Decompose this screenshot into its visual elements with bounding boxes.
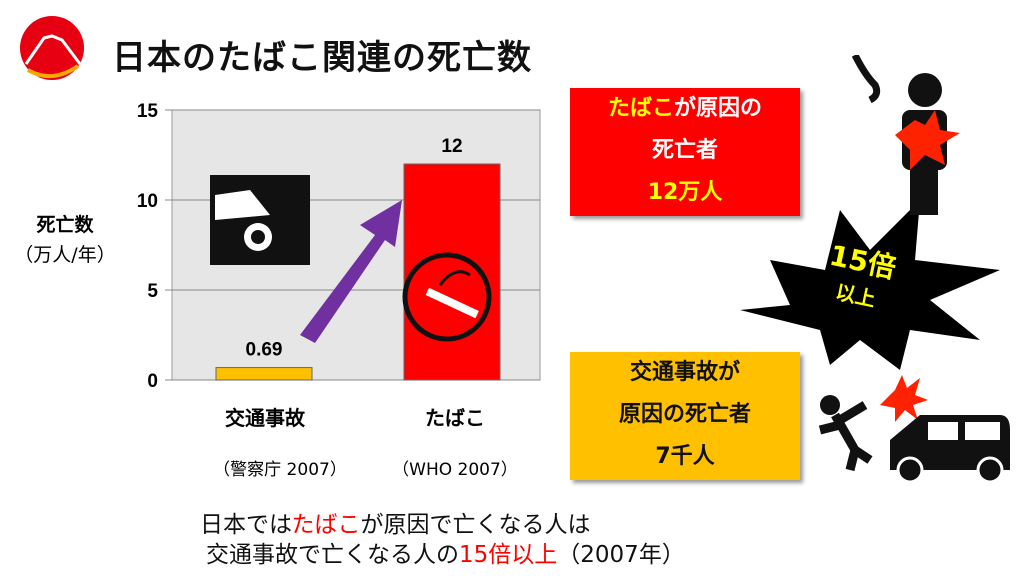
- bar-tobacco: [403, 163, 501, 381]
- red-box-count: 12万人: [647, 180, 723, 205]
- bar-chart: 0.69 12 0 5 10 15: [137, 101, 541, 392]
- car-crash-icon: [210, 175, 310, 265]
- summary-text: 日本ではたばこが原因で亡くなる人は 交通事故で亡くなる人の15倍以上（2007年…: [200, 510, 685, 570]
- y-tick-label: 15: [137, 101, 159, 122]
- y-axis-label: 死亡数: [36, 214, 94, 236]
- summary-l1a: 日本では: [200, 512, 292, 538]
- y-tick-label: 10: [137, 191, 158, 212]
- increase-arrow-icon: [300, 200, 402, 343]
- burst-shape: [740, 200, 1000, 370]
- x-label-traffic: 交通事故: [225, 406, 305, 430]
- yellow-box-line1: 交通事故が: [629, 360, 740, 385]
- y-axis-unit: （万人/年）: [14, 244, 116, 266]
- y-tick-label: 5: [147, 281, 158, 302]
- source-traffic: （警察庁 2007）: [213, 460, 347, 480]
- smoker-icon: [851, 55, 960, 215]
- red-box-line2: 死亡者: [651, 138, 718, 163]
- cigarette-icon: [402, 252, 492, 342]
- bar-traffic: [215, 367, 313, 381]
- summary-l2c: （2007年）: [557, 542, 685, 568]
- data-label: 12: [441, 136, 462, 157]
- page-title: 日本のたばこ関連の死亡数: [112, 38, 532, 78]
- tobacco-deaths-box: たばこが原因の 死亡者 12万人: [570, 88, 800, 216]
- summary-l1b: たばこ: [291, 512, 361, 538]
- red-box-line1: が原因の: [674, 96, 763, 121]
- yellow-box-line2: 原因の死亡者: [618, 402, 751, 427]
- summary-l2b: 15倍以上: [459, 542, 558, 568]
- x-label-tobacco: たばこ: [425, 406, 485, 430]
- y-tick-label: 0: [147, 371, 158, 392]
- highlight-tobacco: たばこ: [607, 96, 674, 121]
- logo-icon: [20, 16, 84, 80]
- yellow-box-count: 7千人: [655, 444, 715, 469]
- traffic-deaths-box: 交通事故が 原因の死亡者 7千人: [570, 352, 800, 480]
- summary-l1c: が原因で亡くなる人は: [360, 512, 591, 538]
- pedestrian-car-accident-icon: [818, 375, 1010, 484]
- source-tobacco: （WHO 2007）: [392, 460, 518, 480]
- summary-l2a: 交通事故で亡くなる人の: [206, 542, 459, 568]
- data-label: 0.69: [246, 340, 283, 361]
